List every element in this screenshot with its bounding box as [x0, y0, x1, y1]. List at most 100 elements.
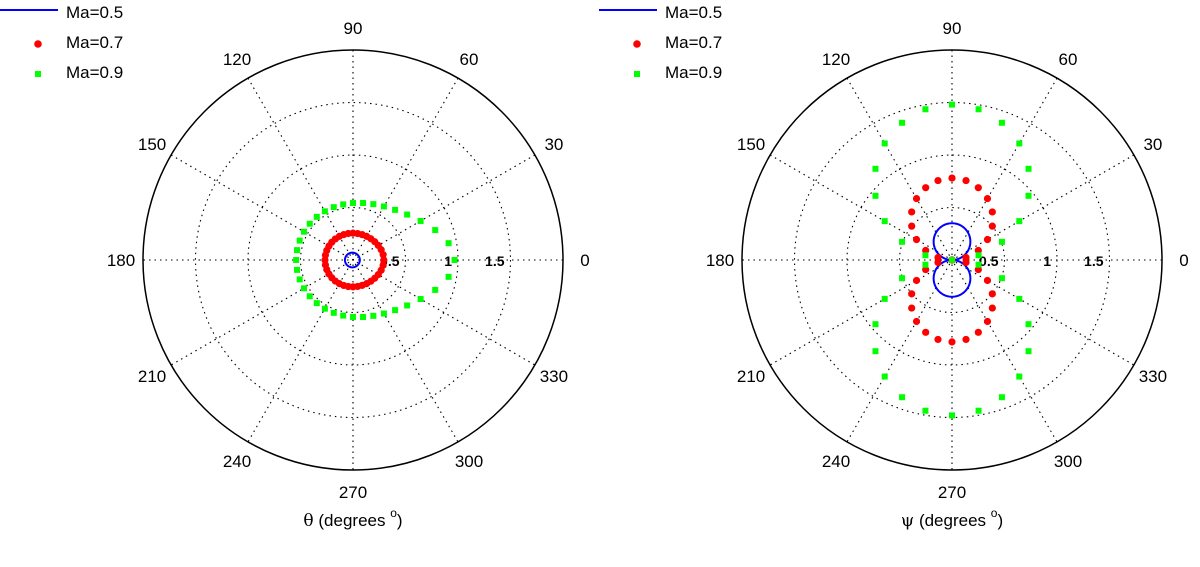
- data-point-square: [975, 407, 982, 414]
- data-point-square: [404, 302, 411, 309]
- data-point-square: [872, 348, 879, 355]
- legend-label: Ma=0.5: [665, 3, 722, 22]
- angle-tick-label: 120: [223, 50, 251, 69]
- data-point-circle: [988, 290, 996, 298]
- data-point-circle: [948, 174, 956, 182]
- angle-tick-label: 270: [938, 483, 966, 502]
- data-point-square: [294, 247, 301, 254]
- data-point-square: [313, 213, 320, 220]
- data-point-square: [872, 165, 879, 172]
- legend-swatch-circle: [34, 40, 42, 48]
- data-point-circle: [908, 222, 916, 230]
- data-point-circle: [988, 304, 996, 312]
- axis-label: θ (degrees o): [303, 506, 402, 531]
- data-point-square: [380, 203, 387, 210]
- data-point-square: [881, 140, 888, 147]
- data-point-circle: [983, 194, 992, 203]
- data-point-circle: [380, 256, 388, 264]
- data-point-square: [899, 275, 906, 282]
- data-point-circle: [908, 304, 916, 312]
- angle-tick-label: 0: [580, 251, 589, 270]
- data-point-square: [404, 211, 411, 218]
- data-point-square: [1016, 140, 1023, 147]
- data-point-square: [350, 313, 356, 320]
- data-point-circle: [912, 317, 921, 326]
- data-point-square: [306, 293, 313, 300]
- angle-tick-label: 210: [737, 367, 765, 386]
- angle-tick-label: 300: [455, 452, 483, 471]
- radial-tick-label: 1: [1043, 253, 1051, 269]
- data-point-square: [432, 286, 439, 293]
- angular-grid-spoke: [170, 154, 536, 366]
- angle-tick-label: 90: [943, 19, 962, 38]
- data-point-square: [1016, 218, 1023, 225]
- data-point-circle: [908, 290, 916, 298]
- data-point-circle: [934, 258, 942, 267]
- polar-chart-psi: 0.5 1 1.5 0 30 60 90 120 150 180 210 240 270 300 330 Ma…: [599, 3, 1189, 531]
- angle-tick-label: 270: [339, 483, 367, 502]
- data-point-square: [321, 208, 328, 215]
- data-point-circle: [922, 246, 930, 255]
- legend-label: Ma=0.7: [665, 33, 722, 52]
- angle-tick-label: 150: [737, 135, 765, 154]
- angle-tick-label: 90: [344, 19, 363, 38]
- data-point-square: [293, 257, 300, 263]
- data-point-square: [881, 218, 888, 225]
- data-point-square: [360, 199, 367, 206]
- radial-grid-ring: [299, 206, 407, 314]
- axis-label-sup: o: [390, 506, 397, 520]
- data-point-square: [899, 119, 906, 126]
- legend-swatch-circle: [633, 40, 641, 48]
- legend-label: Ma=0.9: [66, 63, 123, 82]
- data-point-circle: [908, 208, 916, 216]
- angle-tick-label: 60: [1059, 50, 1078, 69]
- angle-tick-label: 120: [822, 50, 850, 69]
- polar-outer-circle: [142, 49, 564, 471]
- radial-grid-ring: [793, 101, 1111, 419]
- data-point-square: [380, 310, 387, 317]
- legend-label: Ma=0.9: [665, 63, 722, 82]
- data-point-square: [1025, 192, 1032, 199]
- angle-tick-label: 0: [1179, 251, 1188, 270]
- data-point-square: [949, 257, 955, 263]
- data-point-square: [899, 394, 906, 401]
- angle-tick-label: 300: [1054, 452, 1082, 471]
- data-point-circle: [934, 253, 942, 262]
- data-point-square: [330, 309, 337, 316]
- polar-outer-circle: [741, 49, 1163, 471]
- data-point-square: [1025, 348, 1032, 355]
- radial-tick-label: 0.5: [979, 253, 999, 269]
- data-point-square: [445, 273, 452, 280]
- data-point-circle: [922, 328, 930, 336]
- data-point-circle: [974, 184, 982, 192]
- data-point-square: [370, 201, 377, 208]
- data-point-circle: [922, 265, 930, 274]
- data-point-square: [350, 200, 356, 207]
- legend-swatch-square: [35, 71, 41, 77]
- data-point-square: [949, 101, 955, 108]
- data-point-square: [922, 252, 929, 259]
- radial-grid-ring: [898, 206, 1006, 314]
- data-point-circle: [983, 235, 992, 244]
- angle-tick-label: 240: [223, 452, 251, 471]
- data-point-circle: [974, 265, 982, 274]
- radial-grid-ring: [194, 101, 512, 419]
- angle-tick-label: 180: [706, 251, 734, 270]
- radial-tick-label: 1: [444, 253, 452, 269]
- axis-label-close: ): [997, 511, 1003, 530]
- data-point-circle: [912, 194, 921, 203]
- angle-tick-label: 240: [822, 452, 850, 471]
- legend-label: Ma=0.5: [66, 3, 123, 22]
- data-point-square: [451, 257, 458, 263]
- data-point-circle: [983, 276, 992, 285]
- data-point-square: [445, 240, 452, 247]
- data-point-circle: [988, 222, 996, 230]
- data-point-square: [432, 227, 439, 234]
- data-point-square: [922, 106, 929, 113]
- angle-tick-label: 330: [1139, 367, 1167, 386]
- data-point-square: [392, 206, 399, 213]
- data-point-square: [330, 204, 337, 211]
- data-point-square: [881, 295, 888, 302]
- data-point-square: [340, 201, 347, 208]
